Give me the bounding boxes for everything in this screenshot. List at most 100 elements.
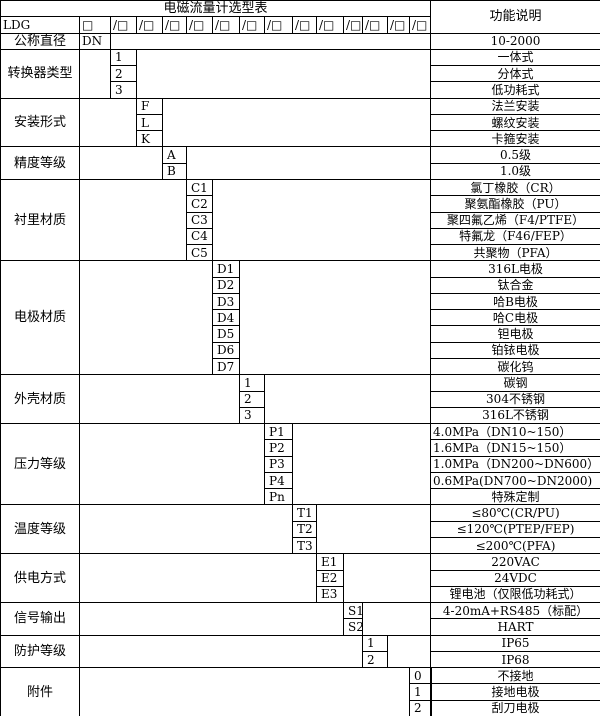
option-code: D1 <box>213 261 240 278</box>
option-code: D2 <box>213 277 240 294</box>
option-code: 1 <box>410 684 431 701</box>
empty-cell <box>293 424 431 506</box>
function-cell: 0.6MPa(DN700~DN2000) <box>431 473 600 490</box>
empty-cell <box>80 375 240 425</box>
group-label: 信号输出 <box>1 603 80 636</box>
option-code: E2 <box>317 570 344 587</box>
option-code: T2 <box>293 521 317 538</box>
option-code: 2 <box>240 391 265 408</box>
function-cell: ≤200℃(PFA) <box>431 538 600 555</box>
empty-cell <box>80 554 317 604</box>
empty-cell <box>80 49 111 99</box>
option-code: C5 <box>187 245 213 262</box>
function-cell: 螺纹安装 <box>431 115 600 132</box>
model-slot: /□ <box>187 17 213 34</box>
function-cell: 特殊定制 <box>431 489 600 506</box>
option-code: D6 <box>213 342 240 359</box>
function-cell: 碳钢 <box>431 375 600 392</box>
group-label: 安装形式 <box>1 98 80 148</box>
empty-cell <box>363 603 431 636</box>
group-label: 衬里材质 <box>1 180 80 262</box>
empty-cell <box>80 147 163 180</box>
empty-cell <box>80 603 344 636</box>
option-code: D5 <box>213 326 240 343</box>
empty-cell <box>137 49 431 99</box>
function-cell: 哈B电极 <box>431 294 600 311</box>
function-cell: 一体式 <box>431 50 600 67</box>
option-code: C4 <box>187 228 213 246</box>
function-cell: 卡箍安装 <box>431 131 600 148</box>
option-code: 3 <box>240 407 265 425</box>
empty-cell <box>80 180 187 262</box>
empty-cell <box>388 635 431 669</box>
function-cell: 10-2000 <box>431 34 600 50</box>
function-cell: 220VAC <box>431 554 600 571</box>
option-code: 1 <box>111 49 137 67</box>
function-cell: IP68 <box>431 652 600 669</box>
group-label: 防护等级 <box>1 635 80 669</box>
option-code: C2 <box>187 196 213 213</box>
group-label: 温度等级 <box>1 505 80 555</box>
group-label: 附件 <box>1 668 80 716</box>
group-label: 压力等级 <box>1 424 80 506</box>
group-label: 外壳材质 <box>1 375 80 425</box>
option-code: P2 <box>265 440 293 457</box>
model-slot: /□ <box>213 17 240 34</box>
option-code: P1 <box>265 424 293 441</box>
function-header: 功能说明 <box>431 1 600 34</box>
function-cell: IP65 <box>431 636 600 652</box>
option-code: K <box>137 131 163 148</box>
empty-cell <box>80 668 410 716</box>
function-cell: HART <box>431 619 600 636</box>
option-code: A <box>163 147 187 164</box>
option-code: D3 <box>213 293 240 311</box>
table-title: 电磁流量计选型表 <box>1 1 431 18</box>
function-cell: 低功耗式 <box>431 82 600 99</box>
option-code: 2 <box>111 66 137 83</box>
empty-cell <box>80 424 265 506</box>
option-code: L <box>137 114 163 132</box>
function-cell: 铂铱电极 <box>431 343 600 359</box>
nominal-label: 公称直径 <box>1 33 80 50</box>
function-cell: 聚四氟乙烯（F4/PTFE） <box>431 213 600 229</box>
model-slot: /□ <box>293 17 317 34</box>
model-slot: /□ <box>317 17 344 34</box>
empty-cell <box>213 180 431 262</box>
model-slot: /□ <box>240 17 265 34</box>
model-slot: /□ <box>410 17 431 34</box>
function-cell: 特氟龙（F46/FEP） <box>431 229 600 246</box>
option-code: S2 <box>344 619 363 636</box>
function-cell: 0.5级 <box>431 147 600 164</box>
function-cell: 接地电极 <box>431 684 600 701</box>
model-slot: /□ <box>363 17 388 34</box>
function-cell: 24VDC <box>431 571 600 587</box>
option-code: C3 <box>187 212 213 229</box>
empty-cell <box>163 98 431 148</box>
model-slot: /□ <box>344 17 363 34</box>
model-prefix: LDG <box>1 17 80 34</box>
empty-cell <box>317 505 431 555</box>
option-code: P4 <box>265 472 293 490</box>
group-label: 供电方式 <box>1 554 80 604</box>
function-cell: 共聚物（PFA） <box>431 245 600 262</box>
function-cell: ≤120℃(PTEP/FEP) <box>431 522 600 538</box>
option-code: 2 <box>410 700 431 716</box>
empty-cell <box>344 554 431 604</box>
option-code: B <box>163 163 187 180</box>
option-code: D7 <box>213 359 240 376</box>
model-slot: /□ <box>163 17 187 34</box>
option-code: D4 <box>213 310 240 327</box>
option-code: P3 <box>265 456 293 473</box>
function-cell: 不接地 <box>431 668 600 685</box>
function-cell: 氯丁橡胶（CR） <box>431 180 600 197</box>
function-cell: ≤80℃(CR/PU) <box>431 505 600 522</box>
function-cell: 锂电池（仅限低功耗式） <box>431 587 600 604</box>
model-slot: /□ <box>388 17 410 34</box>
option-code: T1 <box>293 505 317 522</box>
empty-cell <box>187 147 431 180</box>
model-slot: /□ <box>137 17 163 34</box>
empty-cell <box>240 261 431 376</box>
nominal-code: DN <box>80 33 111 50</box>
function-cell: 聚氨酯橡胶（PU） <box>431 196 600 213</box>
function-cell: 304不锈钢 <box>431 392 600 408</box>
